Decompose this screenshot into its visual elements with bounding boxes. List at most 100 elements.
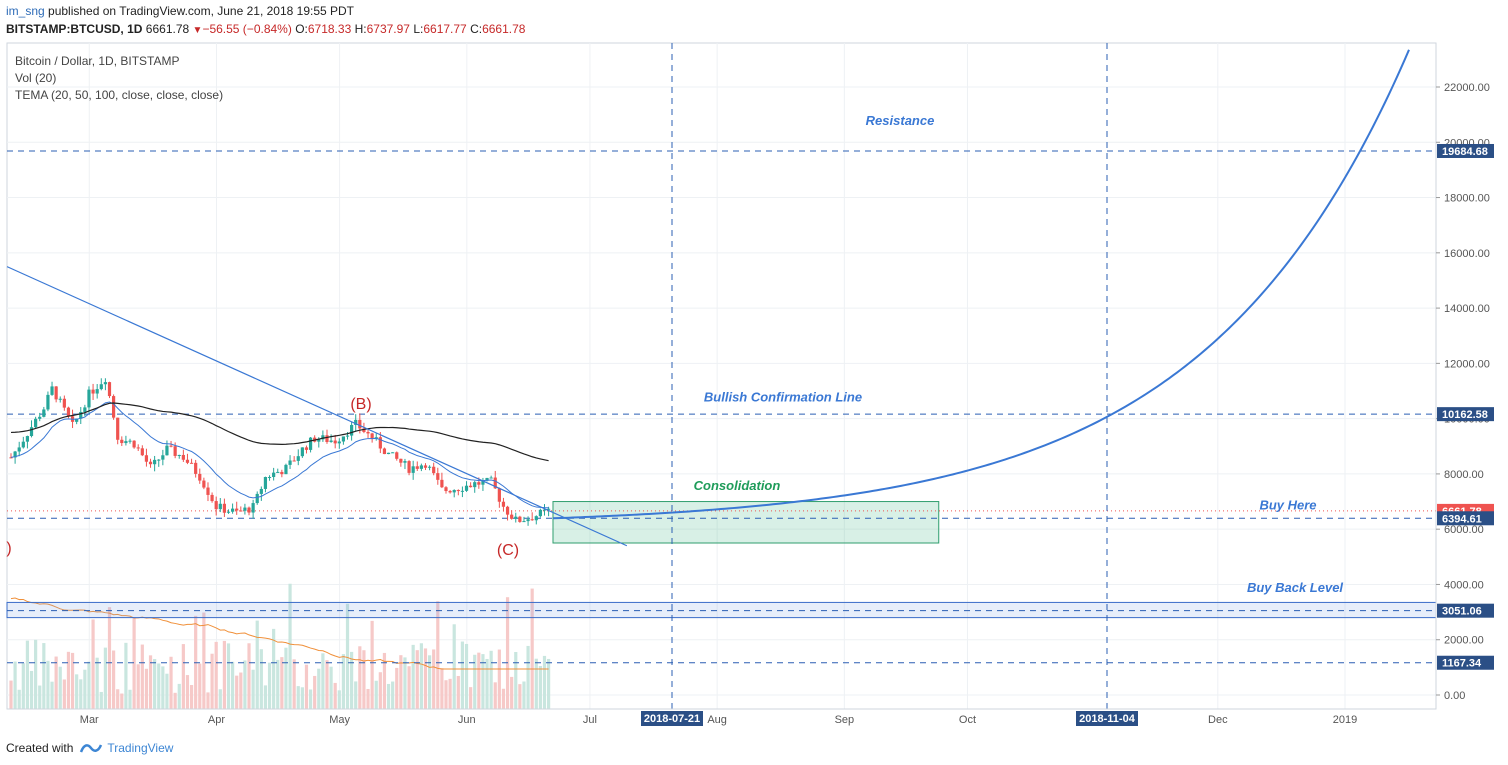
downtrend-line <box>6 266 628 547</box>
volume-bars <box>9 583 551 709</box>
candle-body <box>263 477 268 489</box>
volume-bar <box>13 661 17 709</box>
candle-body <box>247 507 251 513</box>
candle-body <box>62 398 66 408</box>
volume-bar <box>284 647 288 709</box>
time-tick-label: Apr <box>208 714 225 726</box>
candle-body <box>427 466 432 468</box>
candle-body <box>432 466 436 474</box>
annotations: Resistance Bullish Confirmation Line Conso… <box>6 113 1343 595</box>
candle-body <box>354 419 358 425</box>
candle-body <box>161 455 165 460</box>
volume-bar <box>91 619 95 709</box>
publish-text: published on TradingView.com, June 21, 2… <box>48 4 355 18</box>
volume-bar <box>432 649 436 709</box>
candle-body <box>255 493 259 504</box>
candle-body <box>272 472 276 477</box>
candle-body <box>399 458 403 463</box>
volume-bar <box>235 675 239 709</box>
volume-bar <box>107 607 112 709</box>
volume-bar <box>153 659 157 709</box>
candle-body <box>317 439 321 442</box>
candle-body <box>276 471 280 473</box>
volume-bar <box>518 684 522 709</box>
volume-bar <box>29 670 34 709</box>
volume-bar <box>222 640 226 709</box>
time-tick-label: Sep <box>835 714 855 726</box>
time-tick-label: May <box>329 714 350 726</box>
candle-body <box>177 454 181 456</box>
price-tick-label: 0.00 <box>1444 690 1465 702</box>
candle-body <box>382 448 387 455</box>
candle-body <box>546 508 551 510</box>
annotation-label: Consolidation <box>694 478 781 493</box>
volume-bar <box>341 654 346 709</box>
wave-label: (B) <box>350 396 371 413</box>
candle-body <box>358 419 362 429</box>
volume-bar <box>83 669 87 709</box>
candle-body <box>46 394 50 410</box>
price-label-box <box>1437 143 1494 158</box>
candle-body <box>144 455 149 462</box>
close-label: C: <box>470 22 483 36</box>
candle-body <box>386 452 391 455</box>
volume-bar <box>296 686 300 709</box>
annotation-label: Buy Back Level <box>1247 580 1343 595</box>
volume-bar <box>464 643 469 709</box>
tradingview-link[interactable]: TradingView <box>79 739 173 757</box>
candle-body <box>444 487 448 492</box>
candle-body <box>280 471 284 475</box>
candle-body <box>91 389 95 394</box>
candle-body <box>304 447 309 450</box>
volume-bar <box>407 666 411 709</box>
date-marker-box <box>641 711 703 726</box>
candle-body <box>34 418 38 428</box>
candle-body <box>452 490 456 493</box>
volume-bar <box>448 678 452 709</box>
candle-body <box>157 459 161 461</box>
candle-body <box>419 465 423 469</box>
high-label: H: <box>354 22 367 36</box>
volume-bar <box>38 685 42 709</box>
volume-bar <box>189 685 194 709</box>
candle-body <box>407 461 411 473</box>
close-value: 6661.78 <box>482 22 526 36</box>
volume-bar <box>140 644 144 709</box>
volume-bar <box>75 674 79 709</box>
volume-bar <box>128 689 132 709</box>
candle-body <box>210 494 214 502</box>
tradingview-logo-icon <box>80 744 103 753</box>
candle-body <box>308 437 313 450</box>
candle-body <box>300 447 304 457</box>
author-link[interactable]: im_sng <box>6 4 45 18</box>
volume-bar <box>329 666 333 709</box>
candle-body <box>120 439 124 444</box>
candle-body <box>29 427 34 437</box>
volume-bar <box>169 656 173 709</box>
candle-body <box>107 382 112 397</box>
low-label: L: <box>413 22 424 36</box>
candle-body <box>514 516 518 519</box>
candle-body <box>21 441 25 448</box>
volume-bar <box>304 664 309 709</box>
candle-body <box>362 428 366 432</box>
candle-body <box>243 507 247 511</box>
volume-bar <box>423 648 428 709</box>
candle-body <box>235 508 239 511</box>
price-label-box <box>1437 511 1494 526</box>
candle-body <box>54 386 58 400</box>
candle-body <box>136 447 140 449</box>
candle-body <box>231 508 235 512</box>
time-tick-label: 2019 <box>1333 714 1357 726</box>
symbol-label[interactable]: BITSTAMP:BTCUSD, 1D <box>6 22 143 36</box>
price-tick-label: 12000.00 <box>1444 358 1490 370</box>
candles <box>9 378 551 526</box>
volume-bar <box>181 644 185 709</box>
candle-body <box>538 509 542 517</box>
candle-body <box>206 487 210 495</box>
candle-body <box>259 488 263 494</box>
candle-body <box>325 435 329 443</box>
time-tick-label: Mar <box>80 714 99 726</box>
volume-bar <box>210 653 214 709</box>
